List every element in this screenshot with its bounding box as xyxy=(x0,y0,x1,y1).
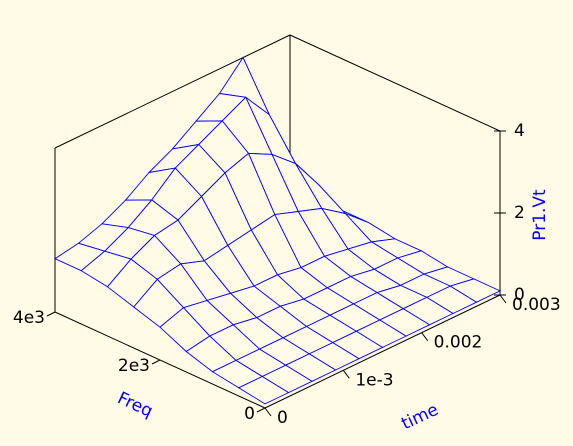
y-tick-label: 2e3 xyxy=(118,356,150,376)
z-tick-label: 4 xyxy=(514,121,525,141)
x-tick-label: 1e-3 xyxy=(355,370,393,390)
box-edge xyxy=(289,34,501,132)
y-tick xyxy=(46,311,56,317)
x-tick xyxy=(499,294,507,304)
x-tick-label: 0.003 xyxy=(512,295,561,315)
box-edge xyxy=(54,34,291,149)
box-edge xyxy=(264,294,501,409)
y-tick-label: 4e3 xyxy=(13,308,45,328)
y-axis-title: Freq xyxy=(114,388,155,422)
x-tick xyxy=(342,370,350,379)
x-tick-label: 0.002 xyxy=(434,333,483,353)
surface-cell xyxy=(237,375,290,405)
z-tick-label: 0 xyxy=(514,285,525,305)
x-axis-title: time xyxy=(398,400,441,434)
x-tick xyxy=(421,332,429,341)
y-tick xyxy=(256,407,266,413)
y-tick xyxy=(151,359,161,365)
x-tick xyxy=(264,407,272,417)
z-tick-label: 2 xyxy=(514,203,525,223)
z-axis-title: Pr1.Vt xyxy=(530,189,550,241)
y-tick-label: 0 xyxy=(244,404,255,424)
x-tick-label: 0 xyxy=(277,408,288,428)
